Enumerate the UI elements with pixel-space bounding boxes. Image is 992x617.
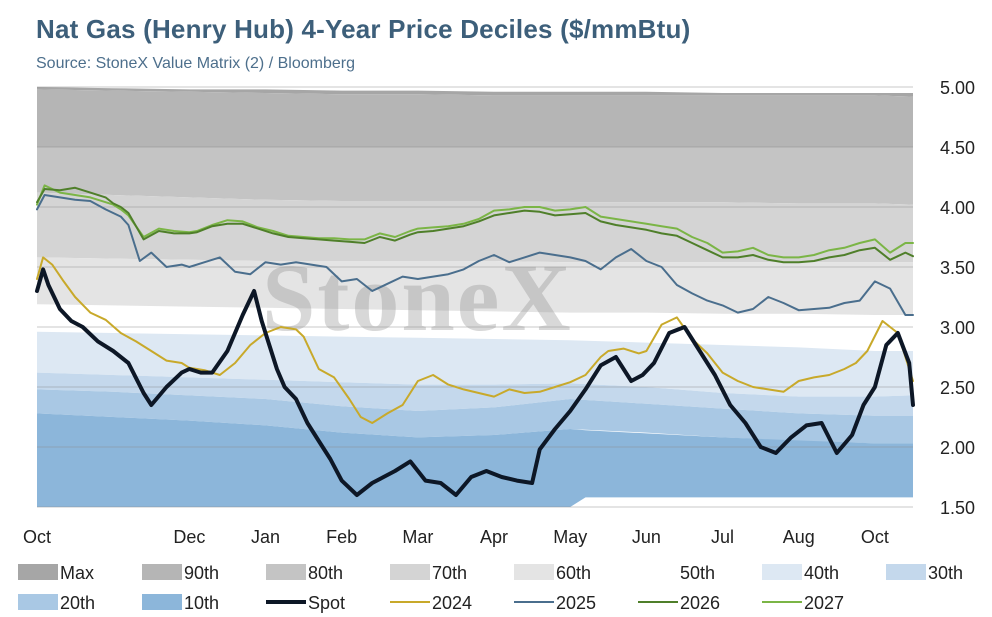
legend-label-max: Max	[60, 563, 94, 583]
y-tick-label: 5.00	[940, 78, 975, 98]
legend-label-2025: 2025	[556, 593, 596, 613]
legend-swatch-90th	[142, 564, 182, 580]
x-tick-label: Jul	[711, 527, 734, 547]
band-80th	[37, 147, 913, 205]
legend-swatch-80th	[266, 564, 306, 580]
x-tick-label: Mar	[402, 527, 433, 547]
decile-bands	[37, 87, 913, 507]
legend-label-20th: 20th	[60, 593, 95, 613]
x-tick-label: Dec	[173, 527, 205, 547]
y-tick-label: 2.50	[940, 378, 975, 398]
chart-title: Nat Gas (Henry Hub) 4-Year Price Deciles…	[36, 14, 691, 44]
legend-label-2027: 2027	[804, 593, 844, 613]
x-tick-label: Apr	[480, 527, 508, 547]
x-tick-label: May	[553, 527, 587, 547]
series-line-2027	[36, 184, 914, 259]
legend-label-90th: 90th	[184, 563, 219, 583]
y-tick-label: 1.50	[940, 498, 975, 518]
legend-swatch-70th	[390, 564, 430, 580]
legend-swatch-max	[18, 564, 58, 580]
series-line-2024	[36, 256, 914, 424]
stonex-watermark: StoneX	[262, 244, 573, 351]
x-tick-label: Jan	[251, 527, 280, 547]
x-tick-label: Oct	[23, 527, 51, 547]
legend-label-40th: 40th	[804, 563, 839, 583]
legend-swatch-40th	[762, 564, 802, 580]
series-line-spot	[35, 267, 915, 497]
gridlines	[37, 86, 913, 508]
legend-swatch-50th	[638, 564, 678, 580]
legend-label-10th: 10th	[184, 593, 219, 613]
legend: Max 90th 80th 70th 60th 50th 40th 30th 20th 10th S…	[18, 563, 963, 613]
y-tick-label: 3.50	[940, 258, 975, 278]
series-lines	[35, 184, 915, 497]
band-10th	[37, 413, 913, 507]
y-tick-label: 2.00	[940, 438, 975, 458]
legend-label-70th: 70th	[432, 563, 467, 583]
legend-label-spot: Spot	[308, 593, 345, 613]
band-30th	[37, 372, 913, 416]
x-tick-label: Jun	[632, 527, 661, 547]
legend-label-80th: 80th	[308, 563, 343, 583]
legend-label-2026: 2026	[680, 593, 720, 613]
legend-label-30th: 30th	[928, 563, 963, 583]
y-axis-ticks: 5.00 4.50 4.00 3.50 3.00 2.50 2.00 1.50	[940, 78, 975, 518]
y-tick-label: 3.00	[940, 318, 975, 338]
x-tick-label: Oct	[861, 527, 889, 547]
band-20th	[37, 389, 913, 444]
x-axis-ticks: Oct Dec Jan Feb Mar Apr May Jun Jul Aug Oct	[23, 527, 889, 547]
legend-label-50th: 50th	[680, 563, 715, 583]
series-line-2026	[36, 186, 914, 264]
legend-swatch-30th	[886, 564, 926, 580]
y-tick-label: 4.00	[940, 198, 975, 218]
band-40th	[37, 331, 913, 397]
x-tick-label: Feb	[326, 527, 357, 547]
y-tick-label: 4.50	[940, 138, 975, 158]
legend-label-2024: 2024	[432, 593, 472, 613]
series-line-2025	[36, 194, 914, 316]
band-max	[37, 87, 913, 97]
band-90th	[37, 89, 913, 147]
chart-subtitle: Source: StoneX Value Matrix (2) / Bloomb…	[36, 55, 355, 72]
x-tick-label: Aug	[783, 527, 815, 547]
legend-label-60th: 60th	[556, 563, 591, 583]
legend-swatch-10th	[142, 594, 182, 610]
legend-swatch-60th	[514, 564, 554, 580]
legend-swatch-20th	[18, 594, 58, 610]
